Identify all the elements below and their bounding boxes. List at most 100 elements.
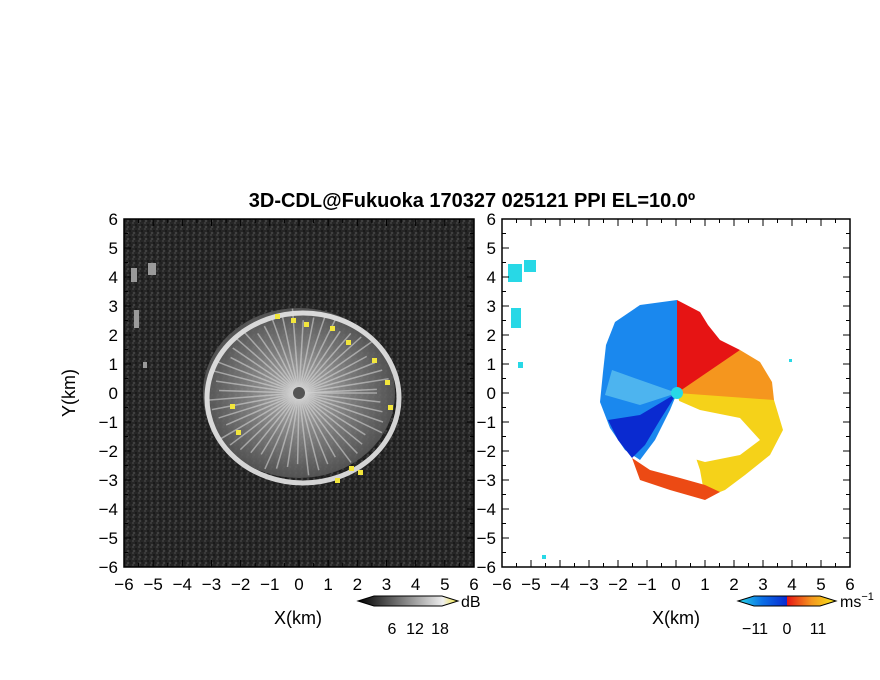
right-y-tick-label-3: 3: [487, 297, 496, 316]
echo-yellow-cell: [230, 404, 235, 409]
right-y-tick-label-1: 5: [487, 239, 496, 258]
echo-spoke: [298, 392, 352, 463]
echo-spoke: [206, 392, 300, 402]
echo-spoke: [298, 392, 329, 465]
left-x-tick-label-4: −2: [231, 575, 250, 594]
echo-spoke: [298, 392, 336, 458]
echo-spoke: [298, 330, 341, 394]
echo-spoke: [225, 392, 300, 426]
left-x-tick-label-12: 6: [469, 575, 478, 594]
echo-spoke: [296, 392, 300, 465]
echo-yellow-cell: [346, 340, 351, 345]
velocity-colorbar-unit-base: ms: [840, 594, 861, 611]
echo-spoke: [260, 392, 300, 455]
reflectivity-colorbar-unit: dB: [461, 594, 481, 611]
echo-spoke: [219, 389, 300, 394]
echo-spoke: [263, 325, 300, 394]
axes: −66−55−44−33−22−11001−12−23−34−45−56−6−6…: [99, 210, 855, 594]
right-y-tick-label-0: 6: [487, 210, 496, 229]
echo-spoke: [230, 356, 300, 394]
echo-spoke: [286, 392, 300, 468]
echo-spoke: [229, 392, 300, 446]
velocity-panel: [501, 218, 851, 568]
velocity-colorbar-unit: ms−1: [840, 591, 874, 611]
echo-spoke: [298, 392, 363, 445]
right-x-tick-label-3: −3: [579, 575, 598, 594]
right-y-tick-label-9: −3: [477, 471, 496, 490]
echo-spoke: [298, 316, 326, 394]
reflectivity-colorbar-tick-0: 6: [388, 621, 397, 638]
left-x-tick-label-1: −5: [143, 575, 162, 594]
left-x-tick-label-0: −6: [114, 575, 133, 594]
echo-spoke: [219, 392, 300, 440]
right-x-axis-label: X(km): [652, 608, 700, 628]
left-y-tick-label-6: 0: [109, 384, 118, 403]
echo-spoke: [298, 392, 383, 413]
echo-spoke: [298, 355, 368, 394]
reflectivity-colorbar-bar: [356, 595, 460, 607]
left-x-tick-label-11: 5: [440, 575, 449, 594]
echo-spokes: [206, 308, 389, 476]
right-y-tick-label-10: −4: [477, 500, 496, 519]
left-y-tick-label-12: −6: [99, 558, 118, 577]
velocity-clutter: [508, 260, 792, 559]
echo-yellow-cell: [330, 326, 335, 331]
left-x-tick-label-8: 2: [353, 575, 362, 594]
echo-spoke: [214, 359, 300, 394]
reflectivity-panel: [123, 218, 475, 568]
right-y-tick-label-8: −2: [477, 442, 496, 461]
left-x-tick-label-6: 0: [294, 575, 303, 594]
right-y-tick-label-12: −6: [477, 558, 496, 577]
velocity-inbound-dark: [608, 393, 677, 458]
echo-spoke: [298, 392, 320, 471]
chart-title: 3D-CDL@Fukuoka 170327 025121 PPI EL=10.0…: [249, 190, 695, 212]
left-x-axis-label: X(km): [274, 608, 322, 628]
echo-spoke: [298, 392, 383, 434]
left-x-tick-label-2: −4: [173, 575, 192, 594]
echo-spoke: [298, 332, 352, 394]
right-x-tick-label-9: 3: [758, 575, 767, 594]
scatter-clutter: [131, 263, 156, 368]
velocity-colorbar-unit-exp: −1: [861, 591, 874, 603]
right-y-tick-label-2: 4: [487, 268, 496, 287]
right-x-tick-label-6: 0: [671, 575, 680, 594]
echo-spoke: [298, 361, 376, 394]
echo-spoke: [241, 328, 300, 394]
left-y-tick-label-9: −3: [99, 471, 118, 490]
echo-spoke: [214, 370, 300, 394]
radar-center: [293, 387, 305, 399]
left-y-tick-label-0: 6: [109, 210, 118, 229]
echo-spoke: [298, 369, 383, 394]
right-x-tick-label-4: −2: [608, 575, 627, 594]
echo-ring-edge: [204, 310, 402, 486]
echo-yellow-cell: [358, 470, 363, 475]
velocity-white-gap: [662, 400, 760, 462]
right-x-tick-label-5: −1: [637, 575, 656, 594]
echo-spoke: [215, 380, 300, 394]
echo-spoke: [298, 388, 377, 394]
echo-yellow-cell: [275, 314, 280, 319]
echo-spoke: [298, 341, 372, 394]
velocity-outbound-orange: [677, 350, 774, 405]
velocity-field: [508, 260, 792, 559]
right-y-tick-label-7: −1: [477, 413, 496, 432]
left-y-tick-label-10: −4: [99, 500, 118, 519]
left-y-tick-label-4: 2: [109, 326, 118, 345]
echo-yellow-cell: [349, 466, 354, 471]
echo-spoke: [271, 319, 300, 394]
echo-yellow-cell: [236, 430, 241, 435]
right-x-tick-label-11: 5: [816, 575, 825, 594]
echo-yellow-cell: [385, 380, 390, 385]
right-x-tick-label-0: −6: [492, 575, 511, 594]
echo-spoke: [264, 392, 300, 470]
echo-spoke: [257, 333, 300, 394]
echo-yellow-cell: [291, 318, 296, 323]
left-y-tick-label-2: 4: [109, 268, 118, 287]
right-y-tick-label-6: 0: [487, 384, 496, 403]
reflectivity-colorbar-tick-2: 18: [431, 621, 449, 638]
echo-spoke: [281, 313, 300, 394]
echo-spoke: [232, 347, 300, 394]
left-x-tick-label-9: 3: [382, 575, 391, 594]
left-x-tick-label-3: −3: [202, 575, 221, 594]
